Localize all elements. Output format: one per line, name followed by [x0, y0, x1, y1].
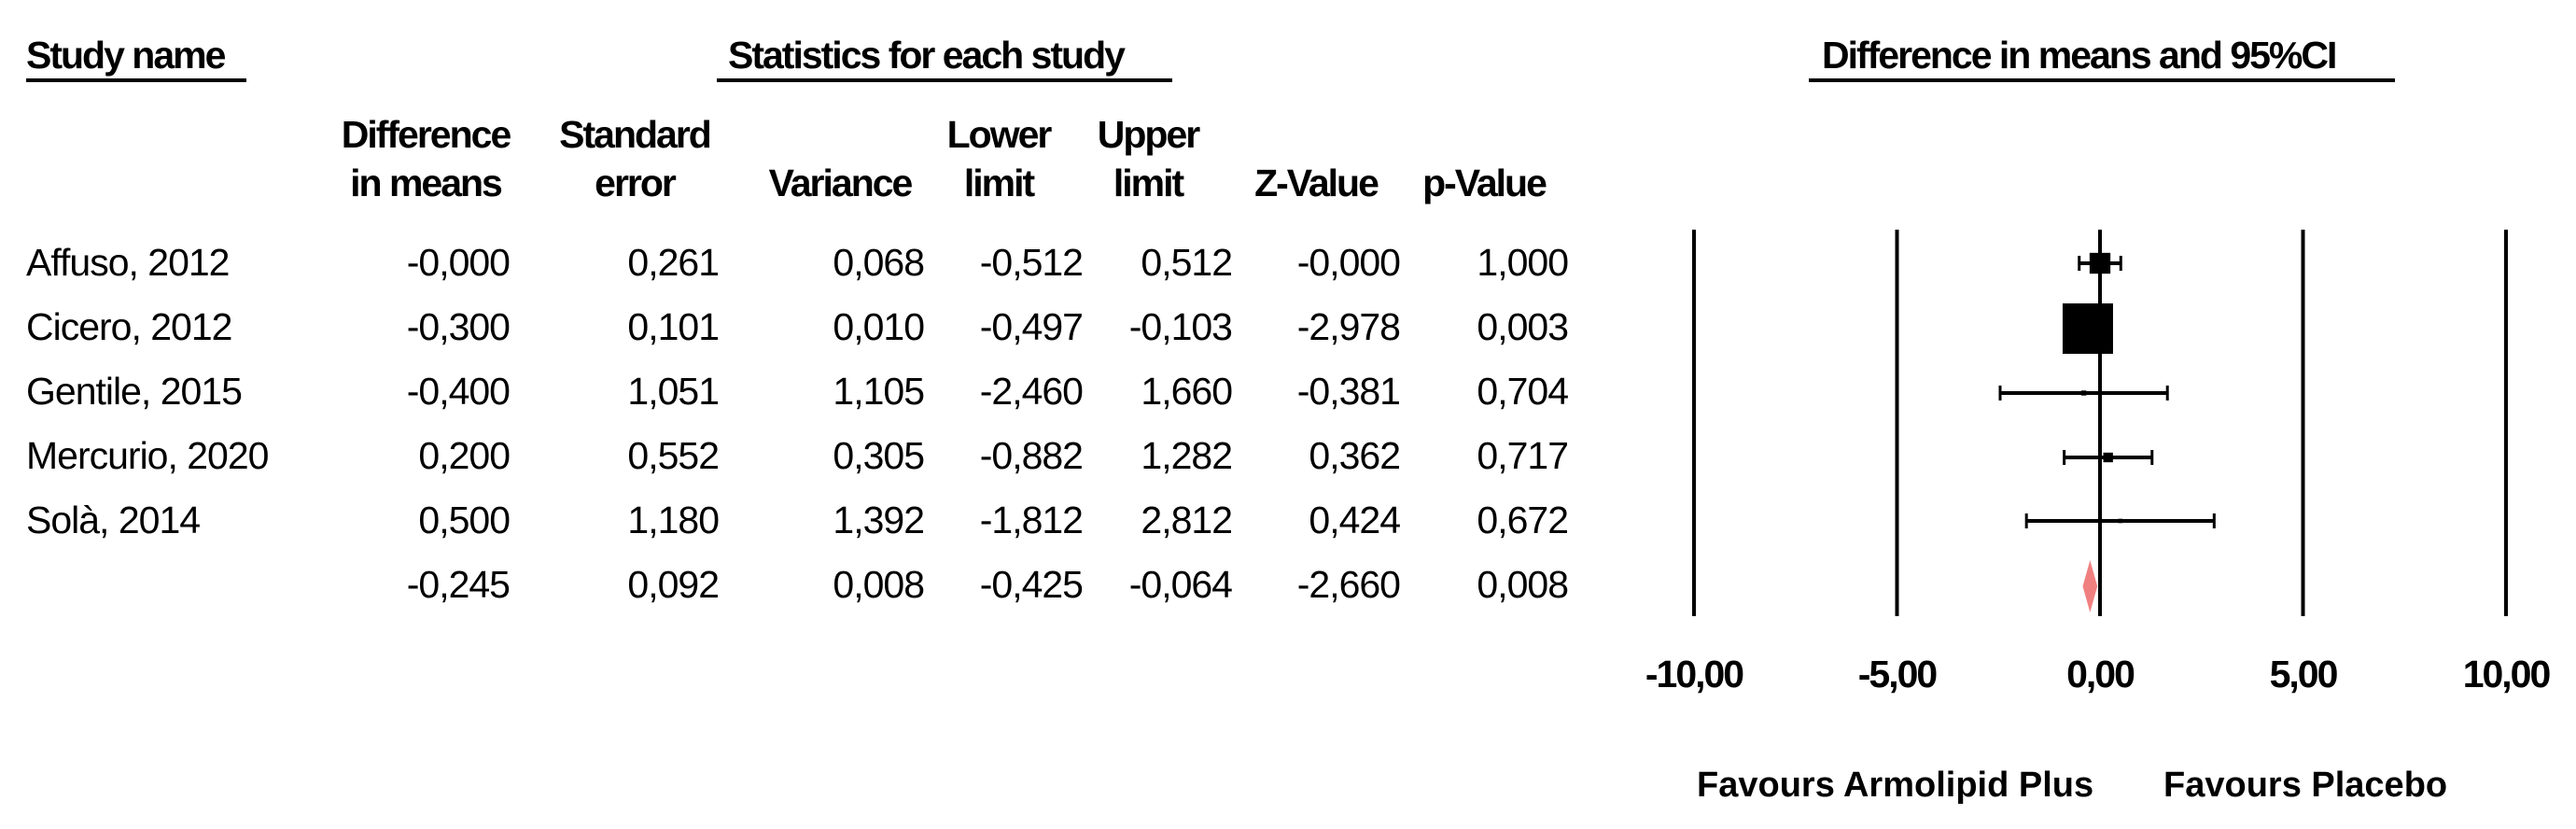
column-header: Z-Value: [1223, 110, 1409, 207]
stat-cell: -0,000: [1296, 241, 1401, 284]
column-header: Difference in means: [332, 110, 519, 207]
stat-cell: 0,672: [1477, 499, 1569, 541]
study-box: [2118, 518, 2123, 524]
study-name-cell: Affuso, 2012: [26, 241, 230, 284]
summary-diamond: [2082, 560, 2098, 612]
stat-cell: 0,008: [833, 563, 925, 606]
stat-cell: -0,245: [406, 563, 511, 606]
stat-cell: -0,425: [979, 563, 1084, 606]
stat-cell: 1,392: [833, 499, 925, 541]
stat-cell: 0,010: [833, 305, 925, 348]
x-tick-label: 0,00: [2066, 653, 2135, 696]
x-tick-label: -10,00: [1645, 653, 1743, 696]
x-tick-label: 10,00: [2463, 653, 2551, 696]
stat-cell: -0,512: [979, 241, 1084, 284]
study-box: [2080, 390, 2087, 396]
column-header-line2: limit: [1113, 162, 1184, 204]
statistics-underline: [717, 78, 1172, 82]
stat-cell: 0,704: [1477, 370, 1569, 413]
study-name-cell: Gentile, 2015: [26, 370, 243, 413]
stat-cell: -2,460: [979, 370, 1084, 413]
x-tick-label: 5,00: [2270, 653, 2338, 696]
column-header-line2: limit: [963, 162, 1035, 204]
stat-cell: -0,300: [406, 305, 511, 348]
stat-cell: 1,105: [833, 370, 925, 413]
statistics-header: Statistics for each study: [728, 34, 1126, 77]
stat-cell: -0,103: [1128, 305, 1233, 348]
stat-cell: 0,305: [833, 434, 925, 477]
column-header: Lower limit: [905, 110, 1092, 207]
stat-cell: -1,812: [979, 499, 1084, 541]
column-header-line1: Lower: [946, 113, 1053, 156]
study-name-cell: Mercurio, 2020: [26, 434, 269, 477]
stat-cell: 0,552: [627, 434, 720, 477]
column-header-line2: error: [595, 162, 677, 204]
column-header-line1: Upper: [1097, 113, 1200, 156]
column-header: p-Value: [1391, 110, 1577, 207]
stat-cell: -2,660: [1296, 563, 1401, 606]
x-tick-label: -5,00: [1858, 653, 1938, 696]
column-header: Standard error: [541, 110, 728, 207]
column-header: Variance: [747, 110, 933, 207]
column-header-line2: in means: [350, 162, 503, 204]
favours-left-label: Favours Armolipid Plus: [1697, 766, 2094, 805]
study-name-header: Study name: [26, 34, 226, 77]
stat-cell: 0,512: [1141, 241, 1233, 284]
column-header-line2: Z-Value: [1254, 162, 1379, 204]
stat-cell: 0,003: [1477, 305, 1569, 348]
stat-cell: -2,978: [1296, 305, 1401, 348]
stat-cell: 1,051: [627, 370, 720, 413]
stat-cell: -0,400: [406, 370, 511, 413]
stat-cell: -0,381: [1296, 370, 1401, 413]
column-header: Upper limit: [1055, 110, 1241, 207]
plot-title-underline: [1809, 78, 2395, 82]
stat-cell: -0,000: [406, 241, 511, 284]
stat-cell: 0,424: [1309, 499, 1401, 541]
stat-cell: 0,362: [1309, 434, 1401, 477]
stat-cell: 1,180: [627, 499, 720, 541]
favours-right-label: Favours Placebo: [2163, 766, 2448, 805]
stat-cell: 1,282: [1141, 434, 1233, 477]
stat-cell: 1,660: [1141, 370, 1233, 413]
stat-cell: 0,092: [627, 563, 720, 606]
stat-cell: 0,717: [1477, 434, 1569, 477]
stat-cell: -0,882: [979, 434, 1084, 477]
stat-cell: 0,500: [418, 499, 511, 541]
column-header-line2: p-Value: [1422, 162, 1547, 204]
column-header-line1: Difference: [341, 113, 512, 156]
column-header-line2: Variance: [768, 162, 914, 204]
study-box: [2089, 252, 2111, 274]
stat-cell: 0,261: [627, 241, 720, 284]
stat-cell: 1,000: [1477, 241, 1569, 284]
study-name-cell: Solà, 2014: [26, 499, 201, 541]
study-box: [2103, 452, 2113, 463]
plot-title: Difference in means and 95%CI: [1822, 34, 2337, 77]
stat-cell: 2,812: [1141, 499, 1233, 541]
study-name-underline: [26, 78, 246, 82]
stat-cell: -0,064: [1128, 563, 1233, 606]
stat-cell: 0,200: [418, 434, 511, 477]
study-box: [2062, 303, 2113, 354]
study-name-cell: Cicero, 2012: [26, 305, 232, 348]
stat-cell: -0,497: [979, 305, 1084, 348]
stat-cell: 0,068: [833, 241, 925, 284]
stat-cell: 0,101: [627, 305, 720, 348]
stat-cell: 0,008: [1477, 563, 1569, 606]
column-header-line1: Standard: [559, 113, 712, 156]
